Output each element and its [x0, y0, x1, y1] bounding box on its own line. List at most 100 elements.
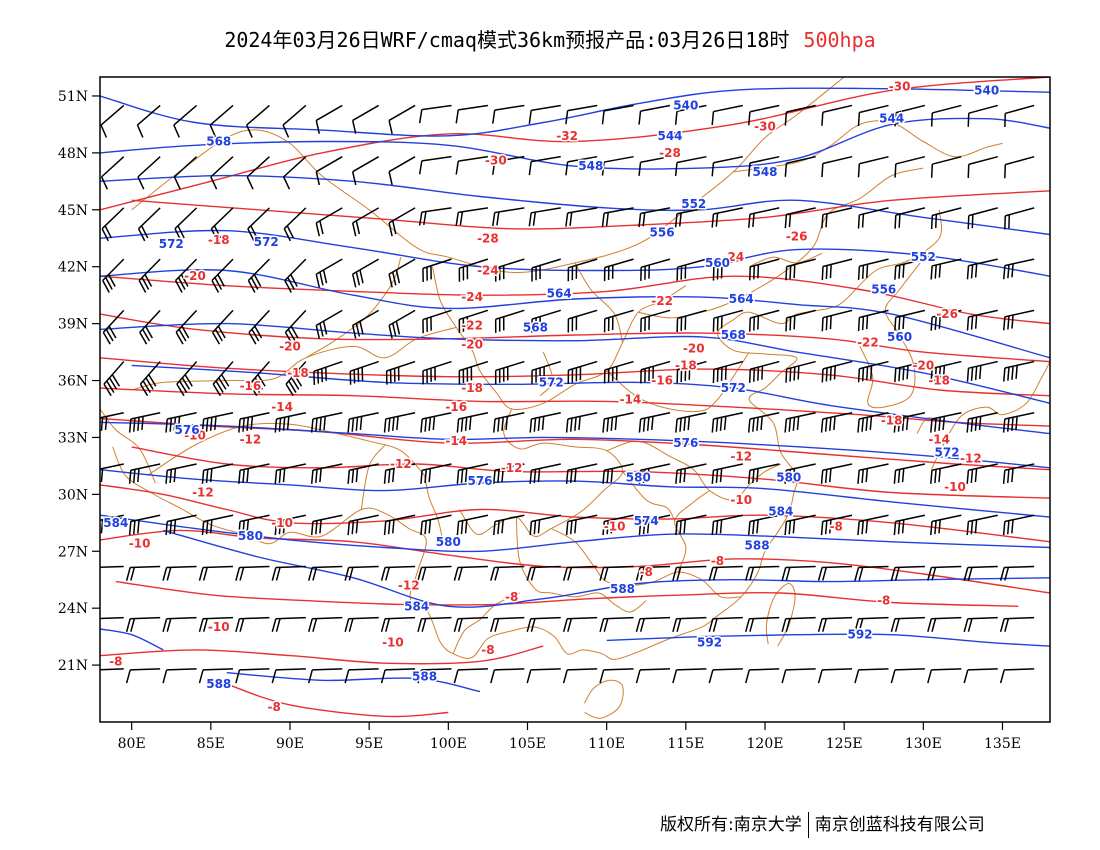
isotherm-line [100, 417, 1050, 471]
barb-flag [672, 669, 678, 684]
temperature-label: -22 [461, 319, 483, 333]
wind-barb [820, 463, 853, 484]
wind-barb [565, 207, 598, 227]
wind-barb [745, 565, 780, 581]
barb-shaft [858, 565, 889, 569]
wind-barb [963, 616, 998, 633]
barb-flag [757, 264, 760, 279]
barb-flag [173, 124, 180, 138]
barb-shaft [130, 565, 161, 569]
height-contour-line [100, 469, 1050, 518]
wind-barb [494, 360, 525, 385]
barb-flag [355, 468, 359, 483]
barb-flag [162, 669, 168, 684]
x-tick-label: 120E [747, 736, 784, 752]
barb-flag [460, 418, 464, 432]
barb-flag [162, 618, 168, 633]
barb-shaft [894, 616, 925, 620]
geopotential-label: 572 [254, 235, 279, 249]
barb-shaft [603, 565, 634, 569]
barb-flag [938, 263, 942, 278]
barb-flag [257, 374, 266, 387]
barb-flag [1002, 521, 1006, 536]
barb-flag [562, 669, 568, 684]
barb-shaft [1005, 155, 1035, 166]
barb-flag [599, 567, 605, 581]
barb-shaft [275, 668, 306, 671]
barb-shaft [459, 309, 489, 321]
barb-flag [104, 416, 108, 431]
temperature-label: -10 [208, 620, 230, 634]
barb-flag [274, 418, 278, 433]
barb-shaft [312, 616, 343, 620]
barb-flag [820, 470, 824, 484]
barb-flag [245, 124, 253, 138]
barb-flag [894, 618, 900, 632]
barb-flag [107, 274, 116, 287]
wind-barb [315, 309, 343, 339]
geopotential-label: 544 [879, 112, 904, 126]
barb-shaft [568, 360, 598, 371]
wind-barb [456, 463, 489, 484]
barb-flag [383, 521, 387, 536]
barb-flag [238, 470, 241, 484]
barb-flag [967, 567, 973, 581]
barb-flag [213, 225, 222, 239]
barb-shaft [968, 207, 998, 217]
barb-flag [971, 214, 974, 229]
barb-shaft [166, 668, 197, 671]
wind-barb [458, 258, 489, 282]
wind-barb [128, 514, 161, 536]
barb-flag [348, 618, 354, 632]
barb-flag [747, 418, 751, 433]
barb-flag [456, 470, 460, 484]
barb-flag [931, 618, 937, 632]
wind-barb [308, 668, 343, 684]
x-tick-label: 90E [276, 736, 304, 752]
barb-shaft [713, 155, 743, 164]
barb-flag [455, 109, 459, 124]
barb-shaft [677, 360, 707, 371]
barb-flag [854, 669, 860, 684]
wind-barb [565, 155, 598, 176]
barb-shaft [100, 668, 124, 671]
barb-flag [674, 213, 678, 228]
wind-barb [385, 360, 416, 385]
barb-flag [820, 521, 824, 536]
country-province-boundaries [100, 77, 1050, 719]
isotherm-line [226, 683, 449, 718]
wind-barb [383, 514, 416, 536]
wind-barb [567, 360, 598, 384]
barb-flag [999, 669, 1005, 684]
wind-barb [456, 412, 489, 433]
barb-flag [315, 469, 318, 483]
wind-barb [125, 668, 161, 684]
barb-shaft [859, 360, 889, 370]
barb-shaft [822, 309, 853, 319]
barb-flag [391, 417, 395, 431]
barb-flag [251, 328, 260, 342]
barb-flag [97, 469, 98, 483]
barb-flag [137, 519, 140, 534]
barb-flag [100, 124, 108, 138]
wind-barb [308, 565, 343, 581]
barb-flag [460, 520, 464, 535]
wind-barb [745, 616, 780, 633]
barb-flag [424, 469, 428, 483]
barb-flag [854, 567, 860, 581]
barb-flag [865, 468, 869, 483]
barb-shaft [421, 514, 452, 523]
geopotential-label: 572 [935, 446, 960, 460]
barb-flag [748, 266, 752, 281]
barb-flag [94, 619, 98, 632]
wind-barb [271, 616, 306, 633]
boundary-line [147, 422, 425, 476]
wind-barb [418, 104, 452, 124]
barb-shaft [786, 309, 816, 319]
barb-flag [380, 618, 386, 633]
wind-barb [999, 616, 1035, 633]
barb-flag [319, 271, 324, 286]
barb-shaft [822, 104, 853, 113]
wind-barb [212, 361, 234, 397]
wind-barb [351, 207, 380, 237]
